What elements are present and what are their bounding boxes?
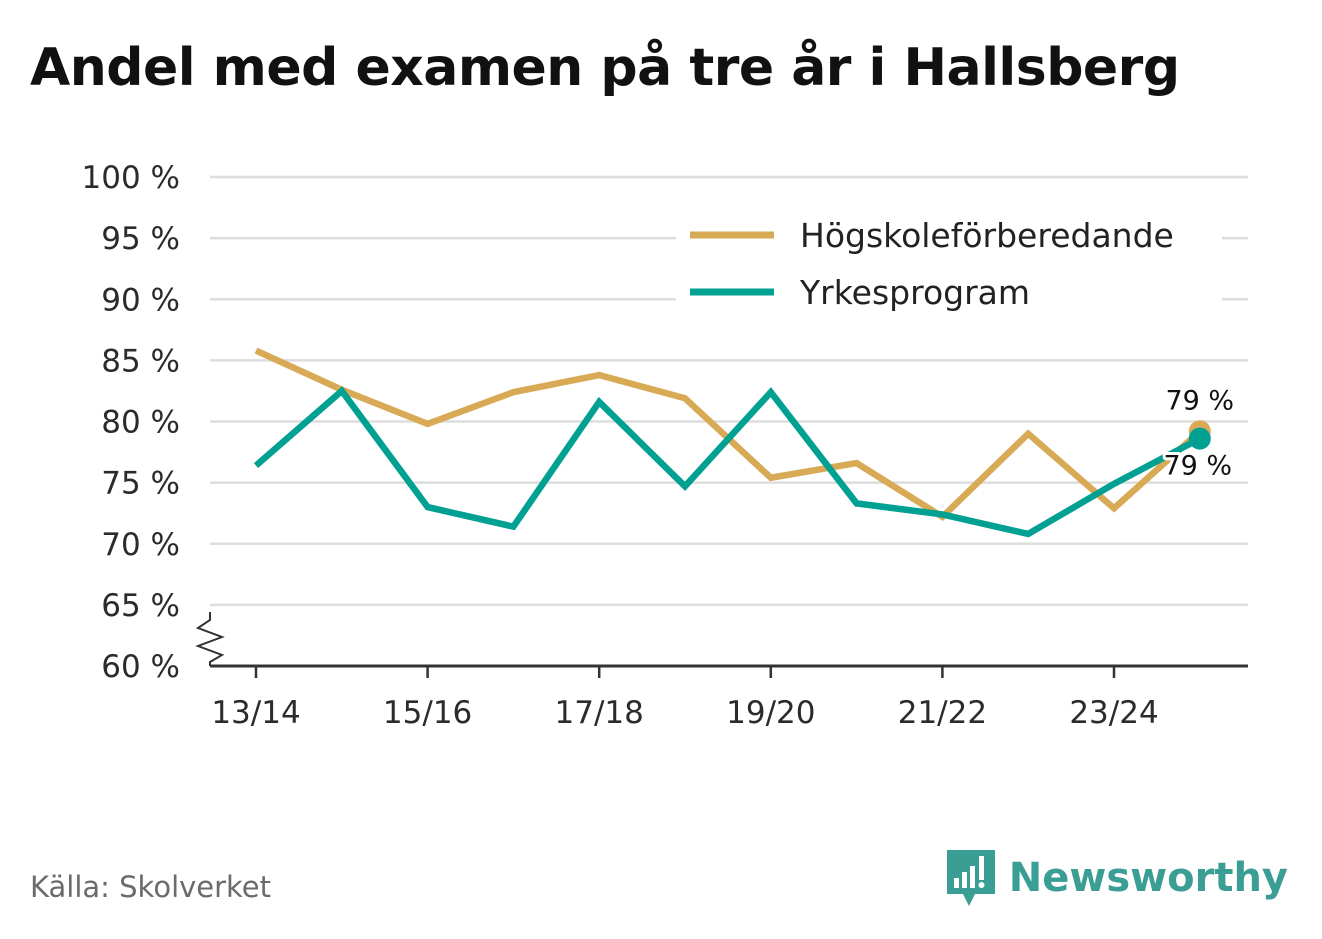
y-tick-label: 65 % [101, 588, 180, 624]
end-label-hogskole: 79 % [1165, 385, 1234, 416]
end-marker-yrkes [1188, 427, 1211, 450]
newsworthy-logo-icon [946, 850, 995, 906]
y-tick-label: 80 % [101, 405, 180, 441]
y-tick-label: 100 % [82, 160, 180, 196]
legend-label-hogskole: Högskoleförberedande [800, 216, 1174, 255]
y-tick-label: 85 % [101, 343, 180, 379]
y-tick-label: 70 % [101, 527, 180, 563]
series-line-hogskole [254, 347, 1202, 521]
x-tick-label: 23/24 [1069, 695, 1158, 731]
axis-break-icon [195, 612, 225, 666]
series-line-yrkes [253, 386, 1202, 538]
legend: Högskoleförberedande Yrkesprogram [676, 212, 1222, 312]
x-tick-label: 21/22 [898, 695, 987, 731]
brand-name: Newsworthy [1008, 855, 1288, 901]
y-tick-label: 95 % [101, 221, 180, 257]
y-tick-label: 75 % [101, 466, 180, 502]
end-label-yrkes: 79 % [1163, 451, 1232, 482]
x-tick-label: 13/14 [211, 695, 300, 731]
y-axis-ticks: 100 % 95 % 90 % 85 % 80 % 75 % 70 % 65 % 60 % [82, 160, 225, 685]
y-tick-label: 90 % [101, 282, 180, 318]
end-labels: 79 %79 %79 % [1160, 385, 1235, 484]
x-tick-label: 17/18 [555, 695, 644, 731]
y-tick-label: 60 % [101, 649, 180, 685]
brand-logo: Newsworthy [945, 848, 1288, 908]
end-label-yrkes-halo: 79 % [1163, 451, 1232, 482]
legend-label-yrkes: Yrkesprogram [799, 273, 1030, 312]
x-tick-label: 15/16 [383, 695, 472, 731]
chart-title: Andel med examen på tre år i Hallsberg [30, 38, 1180, 98]
x-tick-label: 19/20 [726, 695, 815, 731]
x-axis: 13/14 15/16 17/18 19/20 21/22 23/24 [210, 664, 1248, 731]
series-lines [253, 347, 1211, 538]
source-note: Källa: Skolverket [30, 870, 272, 904]
